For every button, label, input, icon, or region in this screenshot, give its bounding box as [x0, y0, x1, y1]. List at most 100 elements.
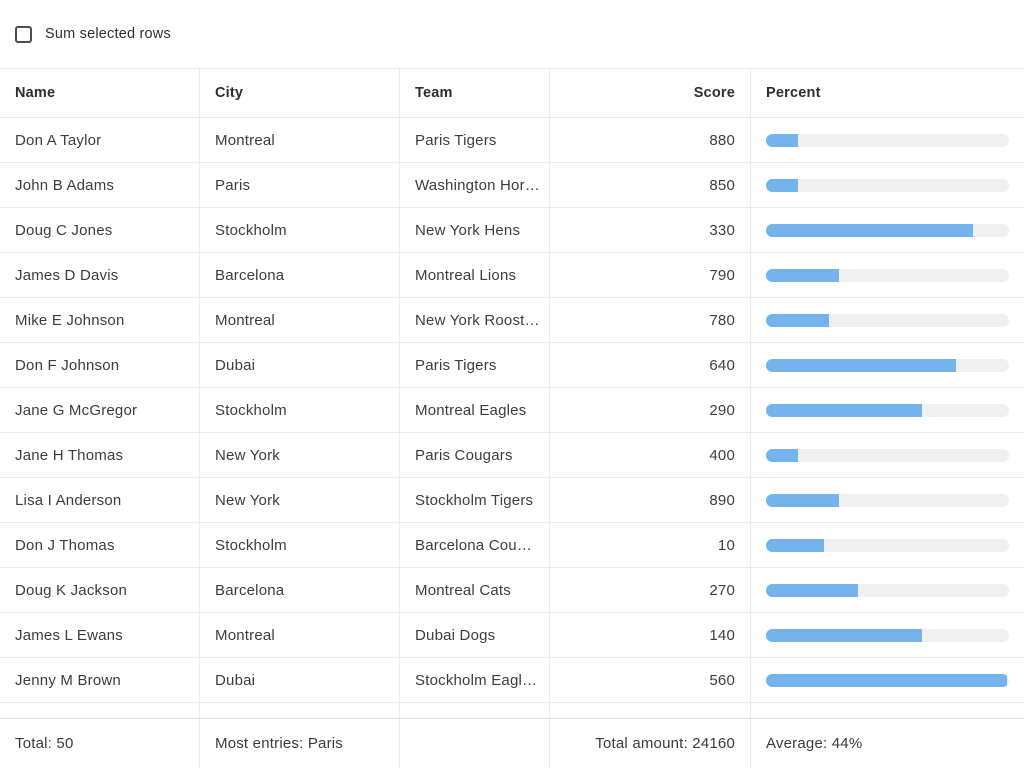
- percent-bar-track: [766, 583, 1009, 597]
- column-header-team[interactable]: Team: [400, 69, 550, 117]
- cell-score[interactable]: 290: [550, 388, 751, 432]
- cell-name[interactable]: Lisa I Anderson: [0, 478, 200, 522]
- footer-team-empty: [400, 719, 550, 768]
- cell-score[interactable]: 790: [550, 253, 751, 297]
- cell-empty: [400, 703, 550, 718]
- table-row: Don F Johnson Dubai Paris Tigers 640: [0, 343, 1024, 388]
- cell-team[interactable]: New York Roost…: [400, 298, 550, 342]
- cell-percent[interactable]: [751, 298, 1024, 342]
- cell-percent[interactable]: [751, 478, 1024, 522]
- cell-city[interactable]: New York: [200, 433, 400, 477]
- cell-score[interactable]: 640: [550, 343, 751, 387]
- cell-name[interactable]: Don F Johnson: [0, 343, 200, 387]
- cell-score[interactable]: 560: [550, 658, 751, 702]
- cell-team[interactable]: Stockholm Tigers: [400, 478, 550, 522]
- cell-city[interactable]: Montreal: [200, 118, 400, 162]
- sum-selected-checkbox[interactable]: [15, 25, 32, 43]
- cell-team[interactable]: Montreal Cats: [400, 568, 550, 612]
- cell-score[interactable]: 890: [550, 478, 751, 522]
- cell-empty: [751, 703, 1024, 718]
- cell-percent[interactable]: [751, 433, 1024, 477]
- column-header-name[interactable]: Name: [0, 69, 200, 117]
- cell-city[interactable]: New York: [200, 478, 400, 522]
- percent-bar-fill: [766, 358, 956, 372]
- cell-name[interactable]: John B Adams: [0, 163, 200, 207]
- percent-bar-fill: [766, 448, 798, 462]
- cell-city[interactable]: Dubai: [200, 343, 400, 387]
- cell-name[interactable]: Doug C Jones: [0, 208, 200, 252]
- footer-average: Average: 44%: [766, 735, 863, 752]
- cell-city[interactable]: Barcelona: [200, 568, 400, 612]
- cell-team[interactable]: Washington Hor…: [400, 163, 550, 207]
- cell-score[interactable]: 140: [550, 613, 751, 657]
- table-row: Jane G McGregor Stockholm Montreal Eagle…: [0, 388, 1024, 433]
- sum-selected-rows-control[interactable]: Sum selected rows: [15, 25, 171, 43]
- cell-team[interactable]: Paris Tigers: [400, 343, 550, 387]
- percent-bar-track: [766, 313, 1009, 327]
- cell-team[interactable]: Dubai Dogs: [400, 613, 550, 657]
- cell-score[interactable]: 780: [550, 298, 751, 342]
- percent-bar-fill: [766, 583, 859, 597]
- cell-team[interactable]: Barcelona Cou…: [400, 523, 550, 567]
- partial-next-row: [0, 703, 1024, 719]
- cell-name[interactable]: Mike E Johnson: [0, 298, 200, 342]
- cell-percent[interactable]: [751, 613, 1024, 657]
- cell-score[interactable]: 880: [550, 118, 751, 162]
- cell-score[interactable]: 330: [550, 208, 751, 252]
- cell-percent[interactable]: [751, 163, 1024, 207]
- cell-percent[interactable]: [751, 253, 1024, 297]
- percent-bar-track: [766, 358, 1009, 372]
- column-header-score[interactable]: Score: [550, 69, 751, 117]
- cell-team[interactable]: Montreal Eagles: [400, 388, 550, 432]
- cell-city[interactable]: Montreal: [200, 613, 400, 657]
- column-header-city[interactable]: City: [200, 69, 400, 117]
- cell-percent[interactable]: [751, 568, 1024, 612]
- cell-score[interactable]: 850: [550, 163, 751, 207]
- cell-city[interactable]: Barcelona: [200, 253, 400, 297]
- cell-name[interactable]: Doug K Jackson: [0, 568, 200, 612]
- cell-team[interactable]: Paris Tigers: [400, 118, 550, 162]
- cell-city[interactable]: Stockholm: [200, 208, 400, 252]
- percent-bar-track: [766, 223, 1009, 237]
- percent-bar-track: [766, 448, 1009, 462]
- cell-percent[interactable]: [751, 523, 1024, 567]
- cell-team[interactable]: Paris Cougars: [400, 433, 550, 477]
- cell-score[interactable]: 10: [550, 523, 751, 567]
- cell-team[interactable]: Montreal Lions: [400, 253, 550, 297]
- cell-name[interactable]: Jane H Thomas: [0, 433, 200, 477]
- cell-score[interactable]: 400: [550, 433, 751, 477]
- percent-bar-track: [766, 403, 1009, 417]
- percent-bar-fill: [766, 313, 830, 327]
- cell-team[interactable]: Stockholm Eagl…: [400, 658, 550, 702]
- table-row: Mike E Johnson Montreal New York Roost… …: [0, 298, 1024, 343]
- cell-percent[interactable]: [751, 118, 1024, 162]
- cell-score[interactable]: 270: [550, 568, 751, 612]
- cell-name[interactable]: Don J Thomas: [0, 523, 200, 567]
- percent-bar-track: [766, 178, 1009, 192]
- cell-city[interactable]: Stockholm: [200, 523, 400, 567]
- table-row: James L Ewans Montreal Dubai Dogs 140: [0, 613, 1024, 658]
- footer-total-amount: Total amount: 24160: [550, 719, 751, 768]
- cell-city[interactable]: Stockholm: [200, 388, 400, 432]
- table-row: Lisa I Anderson New York Stockholm Tiger…: [0, 478, 1024, 523]
- toolbar: Sum selected rows: [0, 0, 1024, 68]
- percent-bar-track: [766, 133, 1009, 147]
- cell-city[interactable]: Dubai: [200, 658, 400, 702]
- percent-bar-fill: [766, 628, 922, 642]
- cell-team[interactable]: New York Hens: [400, 208, 550, 252]
- data-table: Name City Team Score Percent Don A Taylo…: [0, 68, 1024, 768]
- table-row: Jane H Thomas New York Paris Cougars 400: [0, 433, 1024, 478]
- cell-name[interactable]: Jane G McGregor: [0, 388, 200, 432]
- cell-percent[interactable]: [751, 388, 1024, 432]
- cell-percent[interactable]: [751, 658, 1024, 702]
- cell-name[interactable]: James D Davis: [0, 253, 200, 297]
- column-header-percent[interactable]: Percent: [766, 85, 821, 101]
- cell-city[interactable]: Paris: [200, 163, 400, 207]
- cell-percent[interactable]: [751, 208, 1024, 252]
- cell-city[interactable]: Montreal: [200, 298, 400, 342]
- sum-selected-label: Sum selected rows: [45, 26, 171, 42]
- cell-percent[interactable]: [751, 343, 1024, 387]
- cell-name[interactable]: Don A Taylor: [0, 118, 200, 162]
- cell-name[interactable]: Jenny M Brown: [0, 658, 200, 702]
- cell-name[interactable]: James L Ewans: [0, 613, 200, 657]
